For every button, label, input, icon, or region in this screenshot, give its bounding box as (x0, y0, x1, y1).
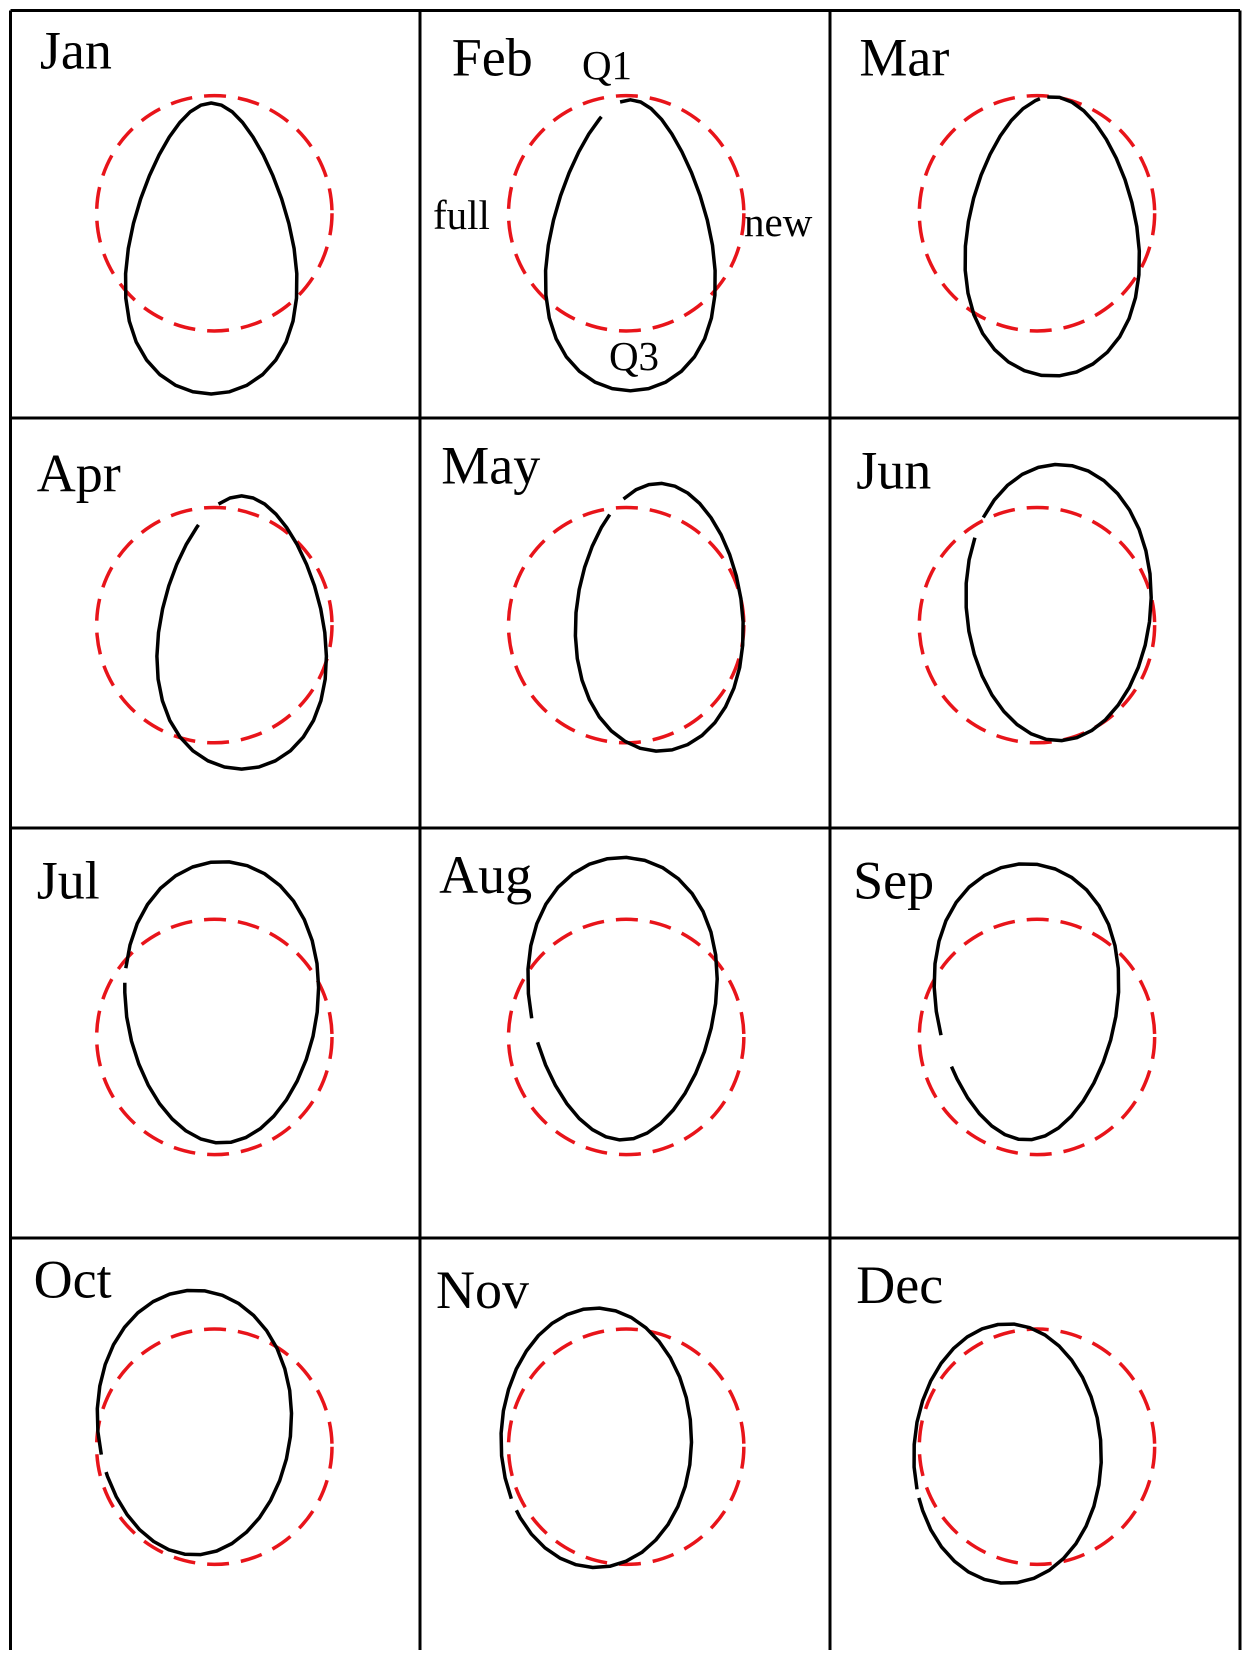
orbit-curve (912, 1322, 1103, 1585)
month-label: Sep (853, 850, 934, 910)
month-label: Apr (37, 444, 121, 504)
reference-circle (917, 505, 1157, 745)
reference-circle (506, 93, 746, 333)
orbit-curve (543, 98, 717, 393)
orbit-curve (95, 1288, 294, 1557)
orbit-curve (123, 101, 299, 396)
month-label: Aug (439, 845, 532, 905)
reference-circle (917, 93, 1157, 333)
reference-circle (506, 1327, 746, 1567)
month-label: Jul (37, 850, 100, 910)
reference-circle (506, 917, 746, 1157)
month-label: Nov (436, 1260, 529, 1320)
annotation: new (744, 199, 813, 245)
reference-circle (94, 917, 334, 1157)
month-label: Jan (40, 20, 112, 80)
annotation: Q3 (609, 333, 659, 379)
orbit-curve (964, 462, 1153, 743)
month-label: Jun (856, 441, 931, 501)
reference-circle (94, 93, 334, 333)
orbit-curve (499, 1306, 694, 1570)
orbit-curve (155, 494, 329, 771)
reference-circle (94, 1327, 334, 1567)
orbit-curve (932, 862, 1121, 1142)
reference-circle (917, 1327, 1157, 1567)
reference-circle (917, 917, 1157, 1157)
annotation: Q1 (582, 42, 632, 88)
panel-grid (9, 9, 1242, 1650)
month-label: Feb (452, 28, 533, 88)
orbit-curve (123, 860, 321, 1145)
orbit-curve (526, 855, 719, 1142)
month-label: Mar (859, 28, 949, 88)
annotation: full (433, 192, 490, 238)
orbit-curve (573, 481, 745, 753)
reference-circle (94, 505, 334, 745)
month-label: Dec (856, 1255, 943, 1315)
month-label: Oct (34, 1250, 112, 1310)
orbit-curve (963, 95, 1142, 378)
month-label: May (441, 435, 540, 495)
